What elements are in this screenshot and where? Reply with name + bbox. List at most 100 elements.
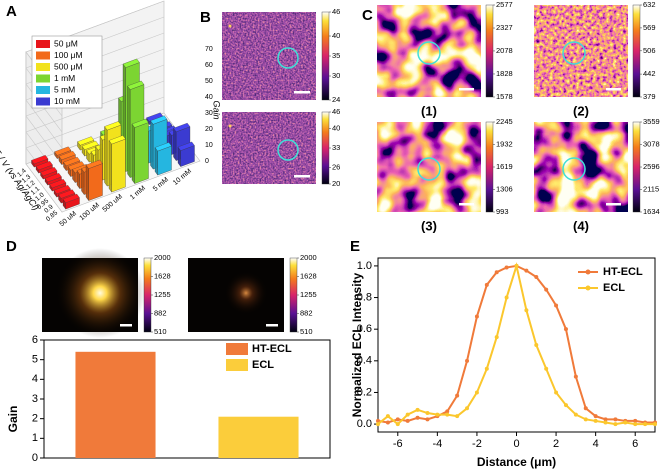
bar-top <box>31 155 49 165</box>
point <box>593 414 598 419</box>
grid-line <box>25 32 165 133</box>
point <box>563 327 568 332</box>
colorbar-label: 3078 <box>643 139 660 148</box>
legend-swatch <box>36 97 50 106</box>
point <box>524 268 529 273</box>
legend-swatch <box>36 40 50 48</box>
legend-swatch <box>36 86 50 94</box>
x-tick-label: -6 <box>393 438 403 450</box>
colorbar-label: 379 <box>643 92 656 101</box>
bar-side <box>81 168 85 196</box>
bar <box>218 416 299 458</box>
colorbar-label: 2115 <box>643 184 659 193</box>
x-tick-label: -2 <box>472 438 482 450</box>
y-tick-label: 6 <box>32 334 38 346</box>
point <box>425 417 430 422</box>
colorbar-label: 510 <box>154 327 167 336</box>
colorbar-label: 510 <box>300 327 313 336</box>
colorbar-label: 506 <box>643 46 656 55</box>
point <box>395 417 400 422</box>
bar-side <box>154 147 158 176</box>
bar-top <box>131 118 149 128</box>
point <box>425 411 430 416</box>
colorbar-label: 24 <box>332 95 340 104</box>
bar-top <box>54 146 72 156</box>
bar-top <box>53 185 71 195</box>
point <box>633 418 638 423</box>
x-tick-label: 4 <box>593 438 599 450</box>
scale-bar <box>459 203 474 206</box>
y-tick-label: 0.6 <box>357 323 372 335</box>
bar-top <box>49 179 67 189</box>
y-tick-label: 0.0 <box>357 418 372 430</box>
point <box>544 366 549 371</box>
colorbar-label: 33 <box>332 143 340 152</box>
bar-side <box>104 126 108 187</box>
x-tick-label: 5 mM <box>152 176 170 193</box>
colorbar-label: 46 <box>332 7 340 16</box>
colorbar <box>485 121 494 213</box>
scale-bar <box>294 91 310 94</box>
y-tick-label: 1.0 <box>357 260 372 272</box>
point <box>445 412 450 417</box>
image-caption: (3) <box>421 218 437 233</box>
roi-circle <box>277 47 299 69</box>
panel-label: B <box>200 9 211 26</box>
y-tick-label: 1.2 <box>25 179 37 190</box>
point <box>455 393 460 398</box>
image-caption: (2) <box>573 103 589 118</box>
colorbar-label: 882 <box>154 309 167 318</box>
point <box>465 406 470 411</box>
colorbar-label: 1255 <box>300 290 317 299</box>
bar-side <box>85 164 89 202</box>
colorbar-label: 1634 <box>643 207 660 216</box>
bar-side <box>127 85 131 179</box>
y-tick-label: 0 <box>32 452 38 464</box>
colorbar-label: 993 <box>496 207 509 216</box>
point <box>465 358 470 363</box>
point <box>653 422 657 427</box>
bar-top <box>122 58 140 68</box>
bar-front <box>88 163 103 201</box>
scale-bar <box>120 324 132 327</box>
colorbar <box>321 111 330 185</box>
point <box>395 422 400 427</box>
bar-top <box>108 135 126 145</box>
point <box>504 265 509 270</box>
z-tick-label: 40 <box>205 94 213 101</box>
point <box>435 412 440 417</box>
y-tick-label: 4 <box>32 373 38 385</box>
y-tick-label: 0.4 <box>357 355 372 367</box>
colorbar-label: 46 <box>332 107 340 116</box>
colorbar-label: 26 <box>332 162 340 171</box>
legend-label: 10 mM <box>54 96 80 106</box>
colorbar-label: 1628 <box>300 271 317 280</box>
scale-bar <box>294 175 310 178</box>
bar-front <box>111 138 126 193</box>
bar <box>75 351 156 458</box>
bar-front <box>134 122 149 184</box>
y-tick-label: 0.8 <box>357 291 372 303</box>
bar-side <box>131 123 135 185</box>
bar-top <box>85 159 103 169</box>
colorbar-label: 569 <box>643 23 656 32</box>
colorbar-label: 2078 <box>496 46 513 55</box>
bar-side <box>173 127 177 162</box>
legend-label: 1 mM <box>54 73 75 83</box>
point <box>484 282 489 287</box>
roi-circle <box>277 139 299 161</box>
roi-circle <box>417 41 441 65</box>
bar-side <box>108 140 112 193</box>
point <box>573 412 578 417</box>
y-tick-label: 0.2 <box>357 386 372 398</box>
point <box>554 303 559 308</box>
z-tick-label: 60 <box>205 62 213 69</box>
bar-top <box>127 80 145 90</box>
y-tick-label: 5 <box>32 354 38 366</box>
point <box>633 422 638 427</box>
bar-top <box>150 115 168 125</box>
legend-label: 5 mM <box>54 84 75 94</box>
x-tick-label: 50 uM <box>59 210 79 228</box>
x-tick-label: 2 <box>553 438 559 450</box>
panel-label: A <box>6 3 17 20</box>
